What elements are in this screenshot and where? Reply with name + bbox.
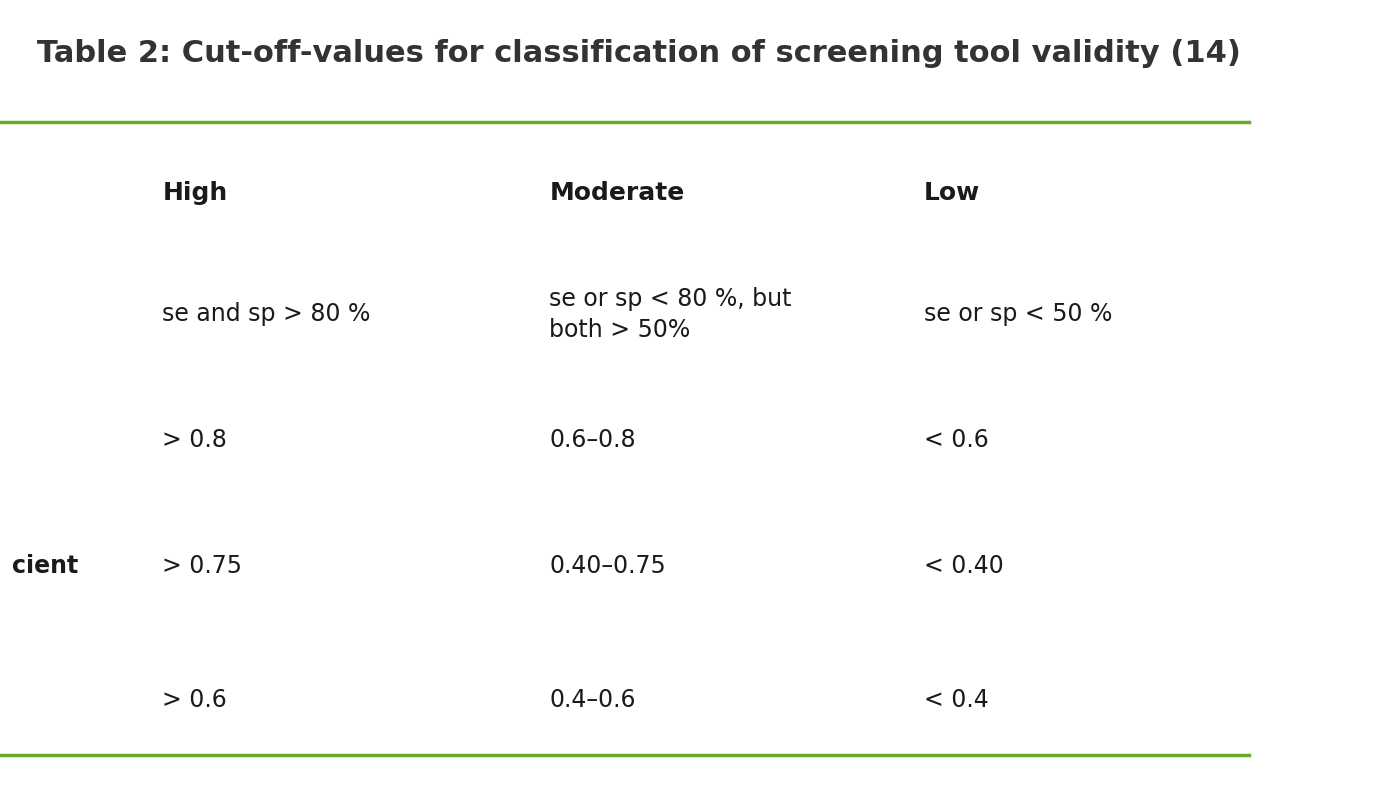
Text: > 0.8: > 0.8 xyxy=(162,428,227,452)
Text: cient: cient xyxy=(13,554,78,578)
Text: Table 2: Cut-off-values for classification of screening tool validity (14): Table 2: Cut-off-values for classificati… xyxy=(38,39,1242,68)
Text: < 0.4: < 0.4 xyxy=(924,688,988,711)
Text: < 0.40: < 0.40 xyxy=(924,554,1004,578)
Text: High: High xyxy=(162,181,228,204)
Text: 0.4–0.6: 0.4–0.6 xyxy=(549,688,636,711)
Text: 0.40–0.75: 0.40–0.75 xyxy=(549,554,666,578)
Text: > 0.6: > 0.6 xyxy=(162,688,227,711)
Text: se and sp > 80 %: se and sp > 80 % xyxy=(162,303,371,326)
Text: > 0.75: > 0.75 xyxy=(162,554,242,578)
Text: se or sp < 80 %, but
both > 50%: se or sp < 80 %, but both > 50% xyxy=(549,287,792,342)
Text: Low: Low xyxy=(924,181,980,204)
Text: Moderate: Moderate xyxy=(549,181,685,204)
Text: se or sp < 50 %: se or sp < 50 % xyxy=(924,303,1113,326)
Text: 0.6–0.8: 0.6–0.8 xyxy=(549,428,636,452)
Text: < 0.6: < 0.6 xyxy=(924,428,988,452)
